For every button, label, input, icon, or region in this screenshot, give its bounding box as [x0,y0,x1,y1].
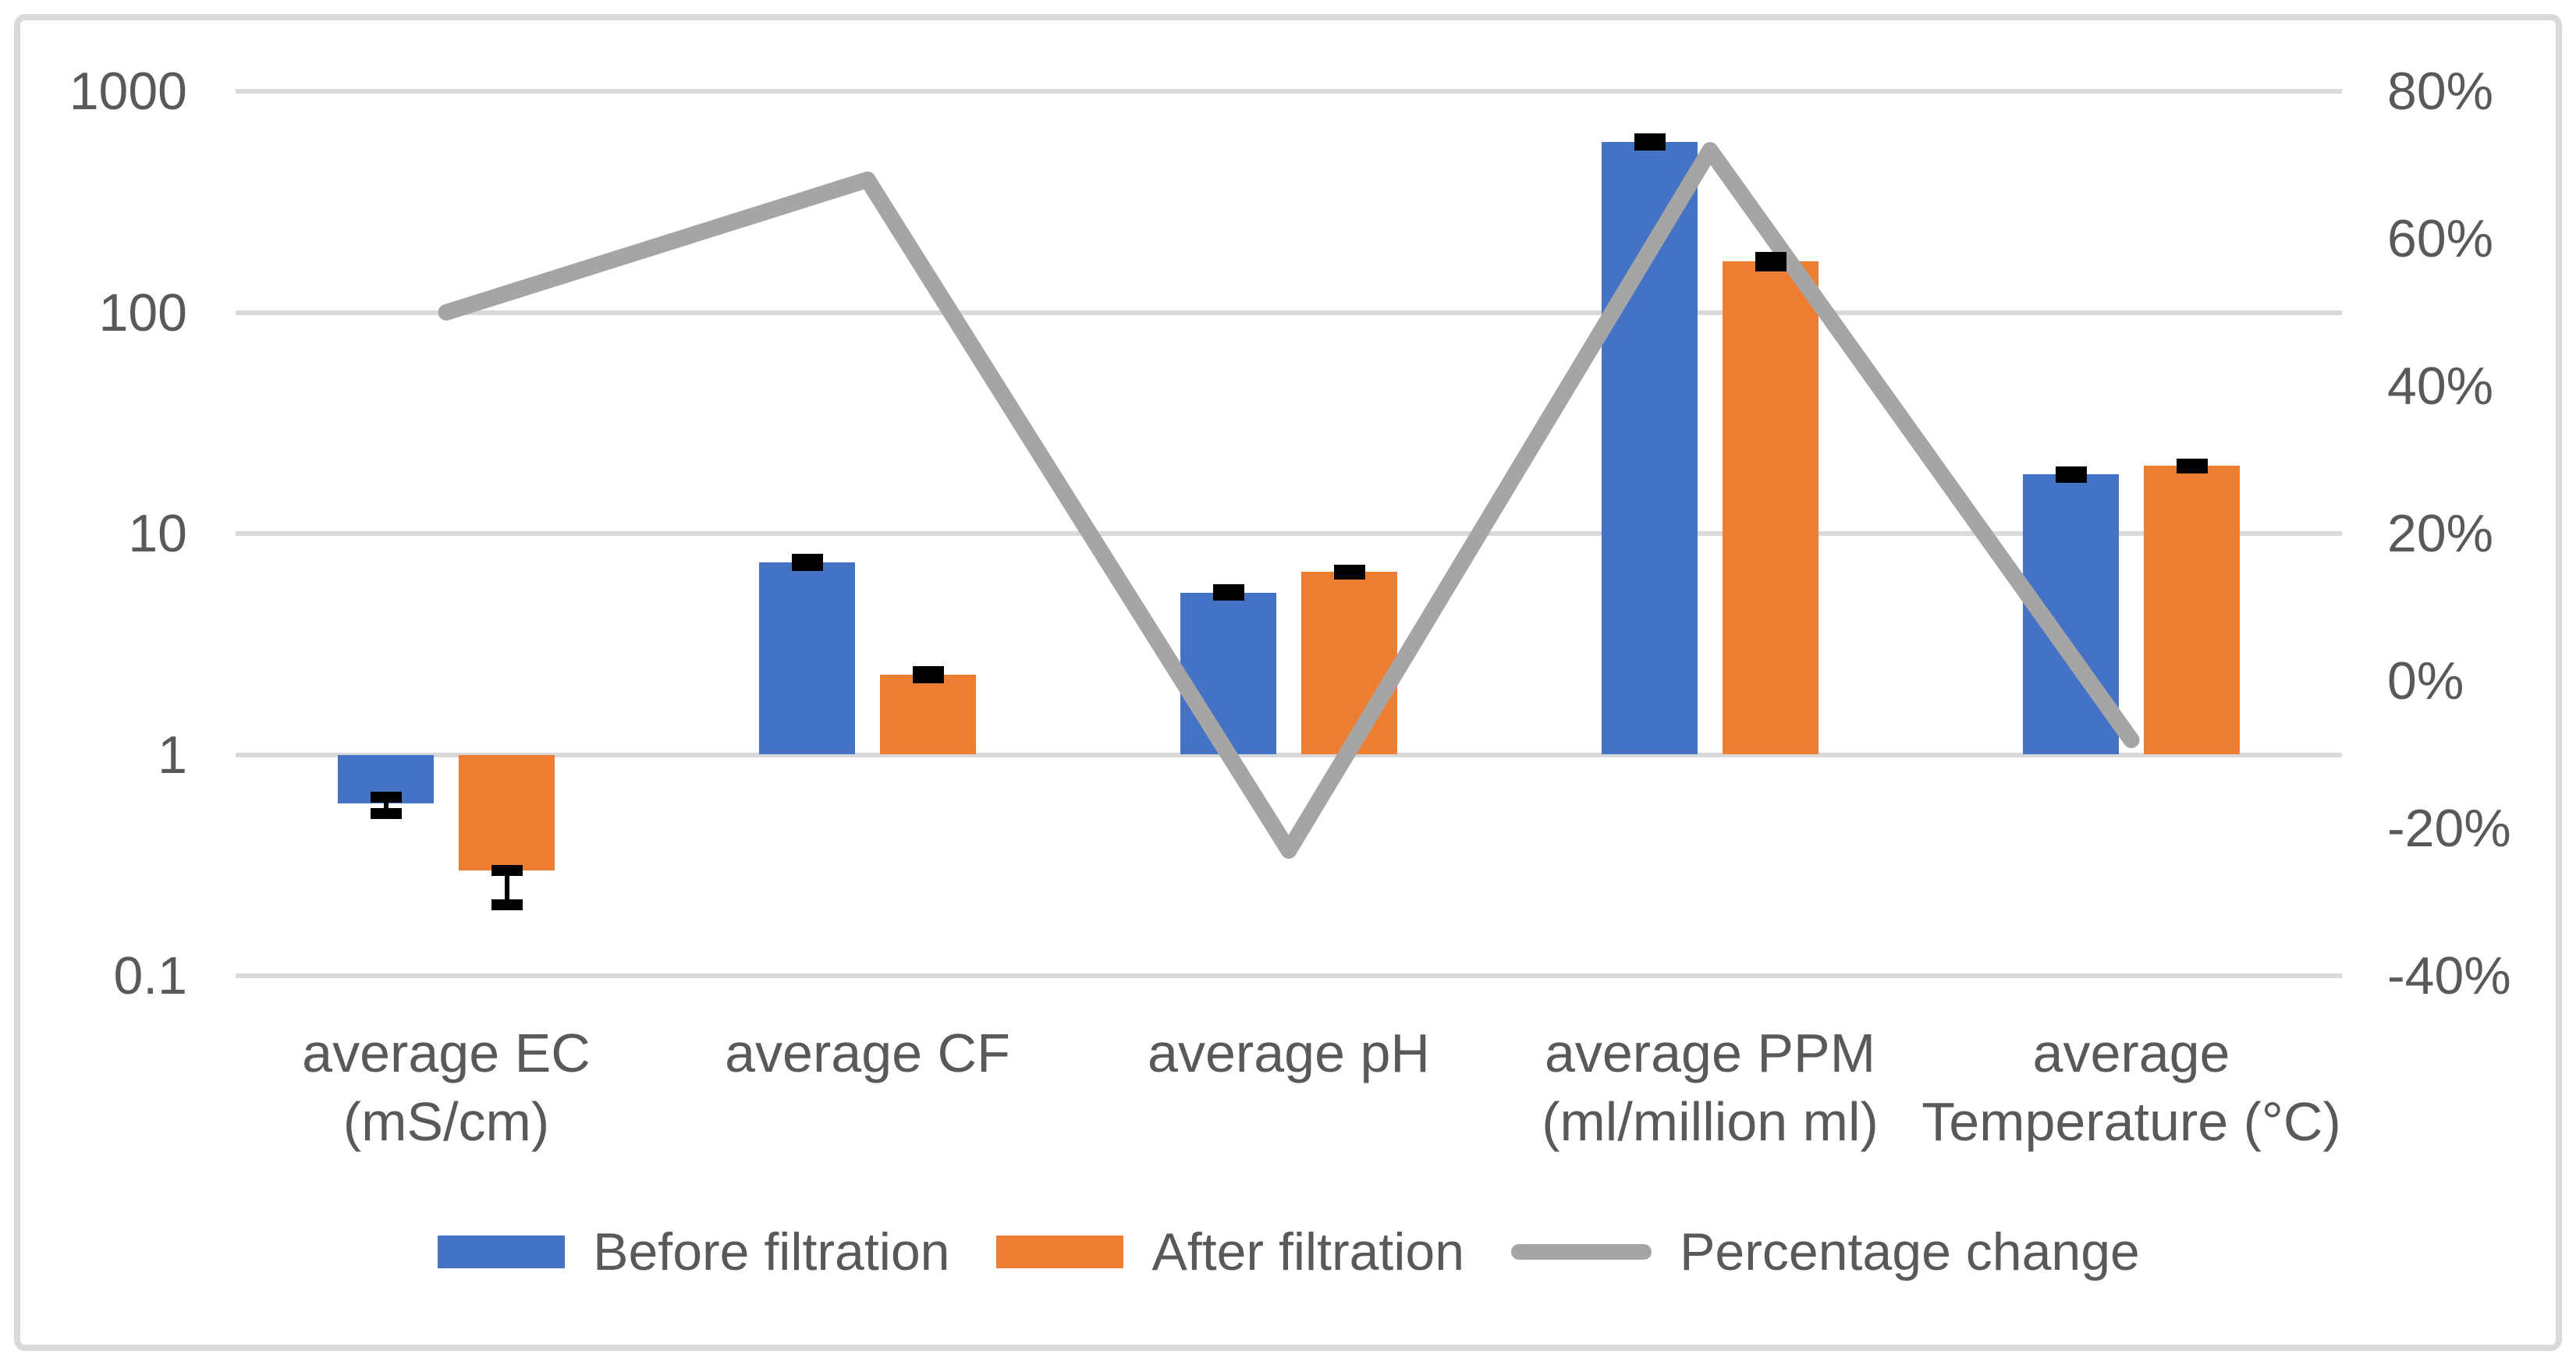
category-axis-label: average EC (mS/cm) [236,1019,657,1156]
legend-item: Before filtration [438,1221,949,1282]
horizontal-gridline [236,531,2342,536]
category-axis-label-line: average pH [1148,1023,1430,1083]
legend-label: After filtration [1151,1222,1465,1282]
right-axis-tick-label: 80% [2387,62,2494,121]
after-filtration-bar [459,754,555,870]
category-axis-label-line: average [2032,1023,2230,1083]
legend-color-swatch [996,1236,1124,1268]
legend-item: Percentage change [1511,1221,2140,1282]
right-axis-tick-label: -20% [2387,799,2511,858]
chart-outer-border [14,14,2562,1351]
category-axis-label: average Temperature (°C) [1921,1019,2342,1156]
before-filtration-bar [759,562,855,755]
error-bar-cap [370,792,402,803]
percentage-change-line [438,142,2140,859]
error-bar-cap [370,808,402,820]
error-bar-cap [1755,261,1787,272]
error-bar-cap [2176,462,2208,473]
legend-label: Percentage change [1680,1222,2140,1282]
category-axis-label: average CF [657,1019,1078,1087]
category-axis-label: average PPM (ml/million ml) [1499,1019,1921,1156]
category-axis-label-line: average EC [302,1023,591,1083]
horizontal-gridline [236,89,2342,94]
before-filtration-bar [1180,592,1276,755]
left-axis-tick-label: 0.1 [113,946,187,1005]
category-axis-label-line: (mS/cm) [342,1091,550,1152]
after-filtration-bar [1723,261,1818,755]
error-bar-cap [1212,590,1244,601]
category-axis-label: average pH [1078,1019,1499,1087]
error-bar-cap [491,864,523,876]
category-axis-label-line: average PPM [1544,1023,1876,1083]
legend-item: After filtration [996,1221,1464,1282]
error-bar-cap [912,672,944,684]
error-bar-cap [1333,569,1365,580]
right-axis-tick-label: 0% [2387,651,2464,711]
error-bar-cap [2055,471,2087,483]
horizontal-gridline [236,752,2342,757]
right-axis-tick-label: -40% [2387,946,2511,1005]
right-axis-tick-label: 60% [2387,209,2494,268]
error-bar-whisker [504,870,509,905]
category-axis-label-line: average CF [725,1023,1010,1083]
horizontal-gridline [236,973,2342,978]
right-axis-tick-label: 20% [2387,504,2494,563]
legend-label: Before filtration [593,1222,950,1282]
after-filtration-bar [1301,572,1397,755]
left-axis-tick-label: 10 [128,504,187,563]
left-axis-tick-label: 1 [158,725,187,785]
error-bar-whisker [383,797,389,814]
error-bar-cap [1634,140,1666,151]
error-bar-cap [791,560,823,572]
chart-legend: Before filtration After filtration Percent… [236,1217,2342,1287]
category-axis-label-line: Temperature (°C) [1921,1091,2341,1152]
left-axis-tick-label: 1000 [69,62,187,121]
category-axis-label-line: (ml/million ml) [1542,1091,1879,1152]
legend-color-swatch [438,1236,566,1268]
after-filtration-bar [880,674,976,755]
left-axis-tick-label: 100 [98,282,187,342]
error-bar-cap [1755,251,1787,263]
after-filtration-bar [2144,466,2240,755]
legend-line-swatch [1511,1244,1652,1260]
right-axis-tick-label: 40% [2387,356,2494,416]
horizontal-gridline [236,310,2342,315]
error-bar-cap [491,899,523,910]
